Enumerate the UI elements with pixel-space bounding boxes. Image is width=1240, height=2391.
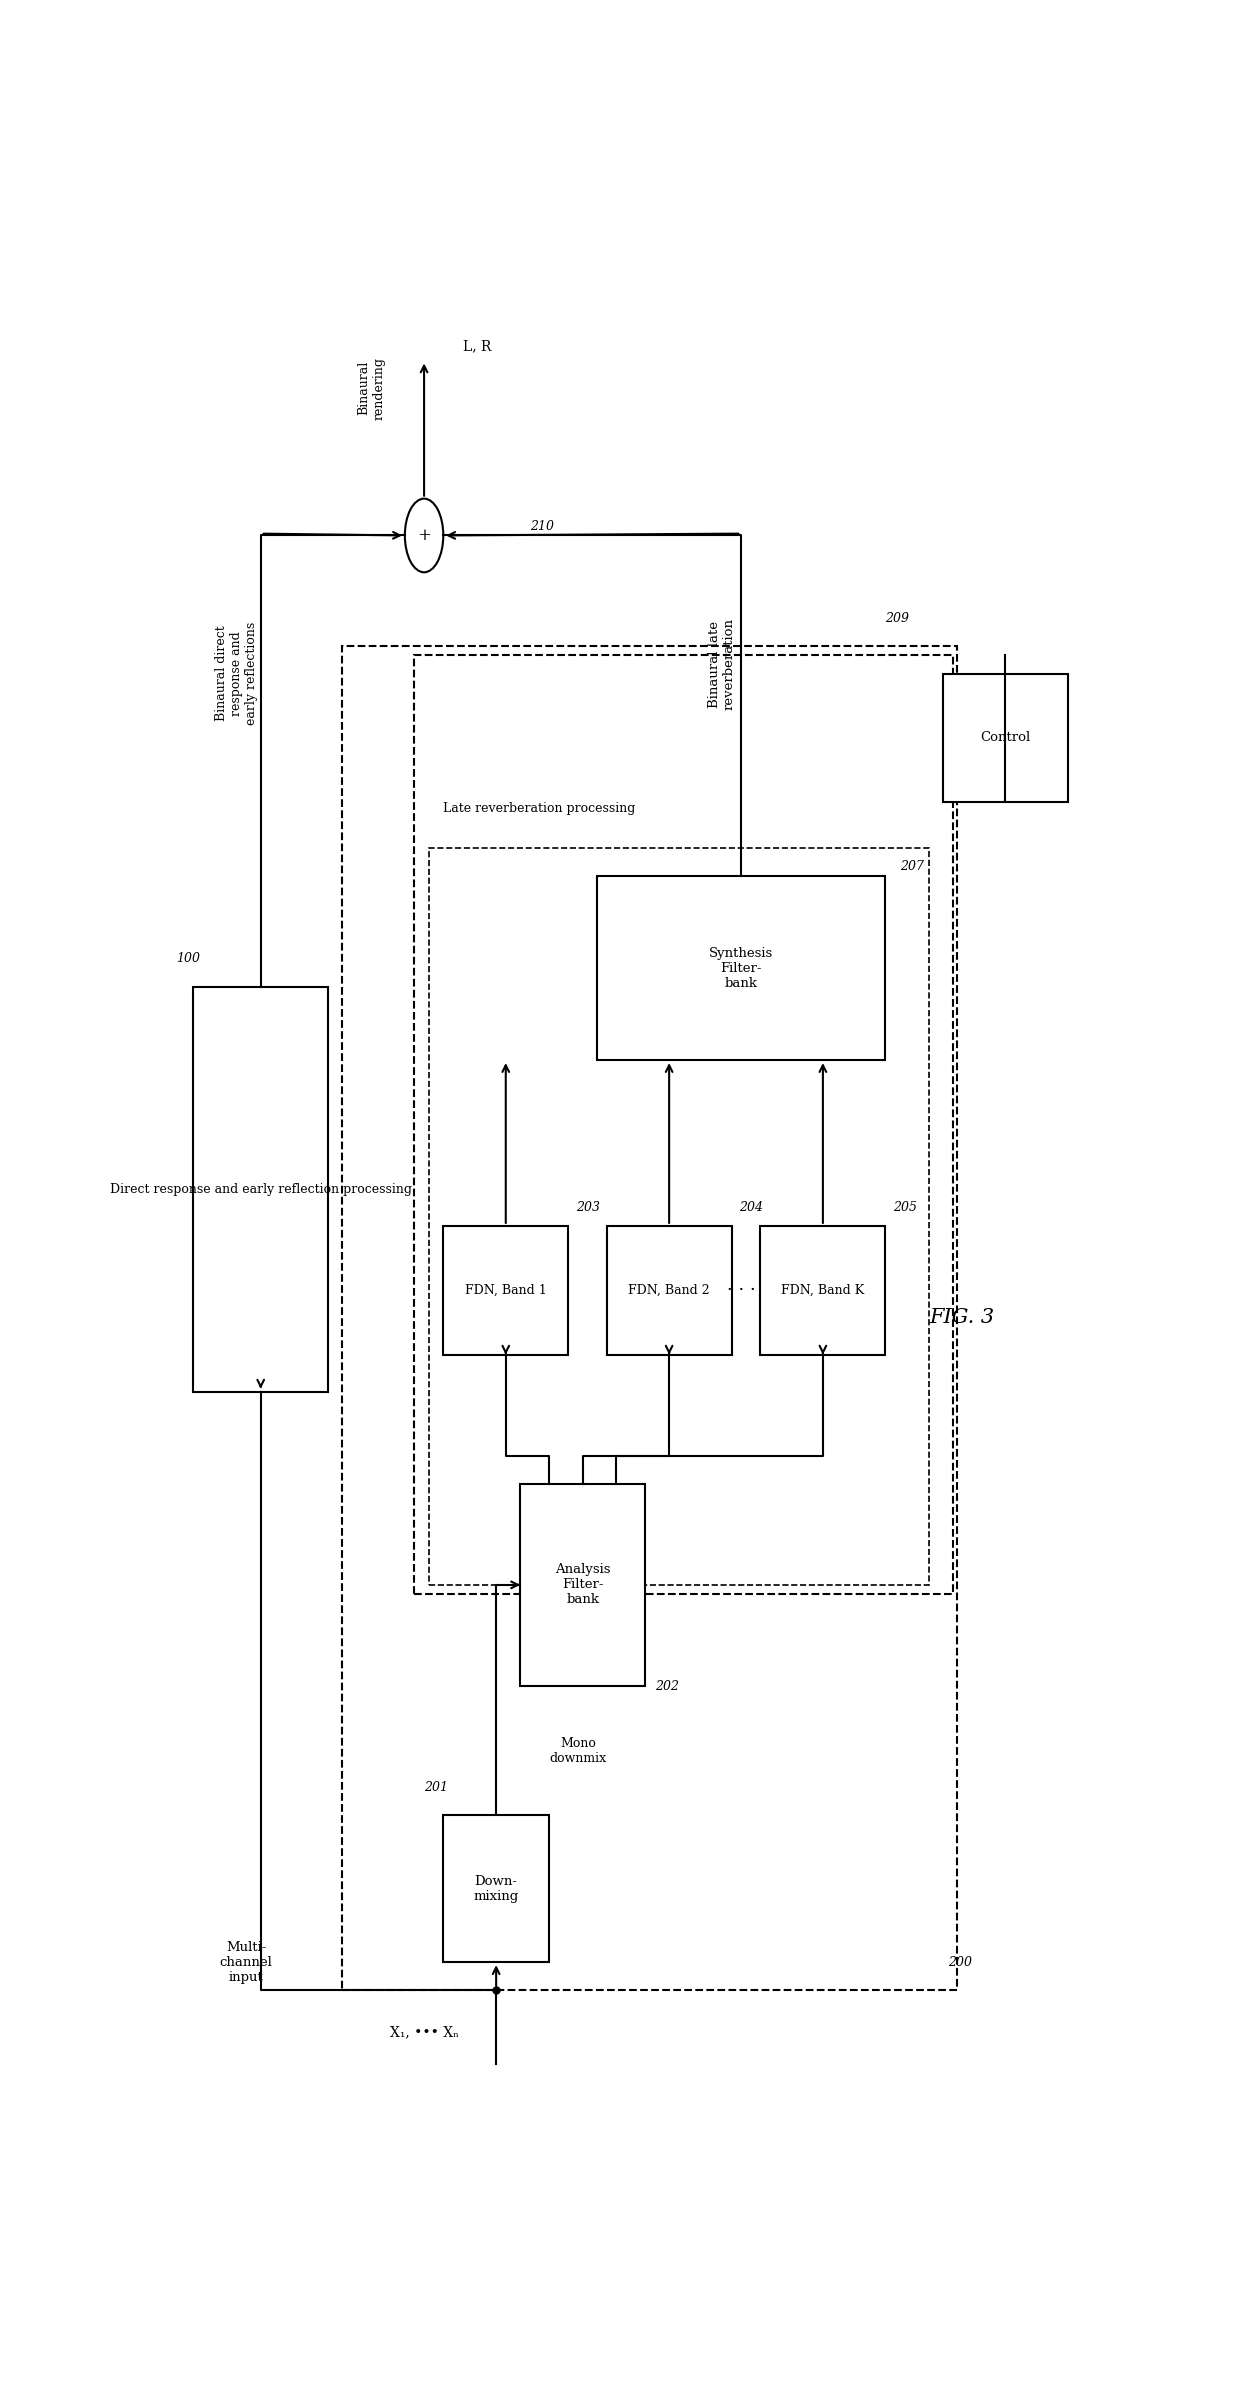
Text: 200: 200: [947, 1956, 972, 1968]
Text: 202: 202: [655, 1678, 678, 1693]
Text: Multi-
channel
input: Multi- channel input: [219, 1941, 273, 1985]
FancyBboxPatch shape: [193, 987, 327, 1392]
Text: Control: Control: [981, 732, 1030, 744]
FancyBboxPatch shape: [606, 1227, 732, 1356]
Text: Binaural direct
response and
early reflections: Binaural direct response and early refle…: [216, 622, 258, 724]
Text: FIG. 3: FIG. 3: [930, 1308, 994, 1327]
Text: 209: 209: [885, 612, 909, 624]
Text: Analysis
Filter-
bank: Analysis Filter- bank: [554, 1564, 610, 1607]
Text: X₁, ••• Xₙ: X₁, ••• Xₙ: [389, 2025, 459, 2040]
Text: 210: 210: [529, 519, 554, 533]
Text: 100: 100: [176, 952, 200, 966]
Text: FDN, Band K: FDN, Band K: [781, 1284, 864, 1296]
FancyBboxPatch shape: [444, 1815, 549, 1963]
Text: Synthesis
Filter-
bank: Synthesis Filter- bank: [709, 947, 774, 990]
Text: · · ·: · · ·: [727, 1282, 755, 1298]
Text: Binaural late
reverberation: Binaural late reverberation: [708, 619, 737, 710]
FancyBboxPatch shape: [444, 1227, 568, 1356]
Text: Down-
mixing: Down- mixing: [474, 1875, 518, 1903]
Text: +: +: [417, 526, 432, 545]
FancyBboxPatch shape: [760, 1227, 885, 1356]
Text: Mono
downmix: Mono downmix: [549, 1736, 606, 1765]
Text: 204: 204: [739, 1200, 764, 1215]
Text: FDN, Band 1: FDN, Band 1: [465, 1284, 547, 1296]
Text: Direct response and early reflection processing: Direct response and early reflection pro…: [109, 1184, 412, 1196]
Text: 207: 207: [900, 861, 924, 873]
Text: L, R: L, R: [463, 340, 491, 354]
FancyBboxPatch shape: [942, 674, 1068, 803]
Text: 201: 201: [424, 1781, 448, 1793]
Text: Late reverberation processing: Late reverberation processing: [444, 803, 636, 815]
FancyBboxPatch shape: [596, 875, 885, 1059]
Text: Binaural
rendering: Binaural rendering: [357, 356, 386, 421]
Text: 203: 203: [575, 1200, 600, 1215]
Text: FDN, Band 2: FDN, Band 2: [629, 1284, 711, 1296]
Text: 205: 205: [893, 1200, 918, 1215]
FancyBboxPatch shape: [521, 1482, 645, 1686]
